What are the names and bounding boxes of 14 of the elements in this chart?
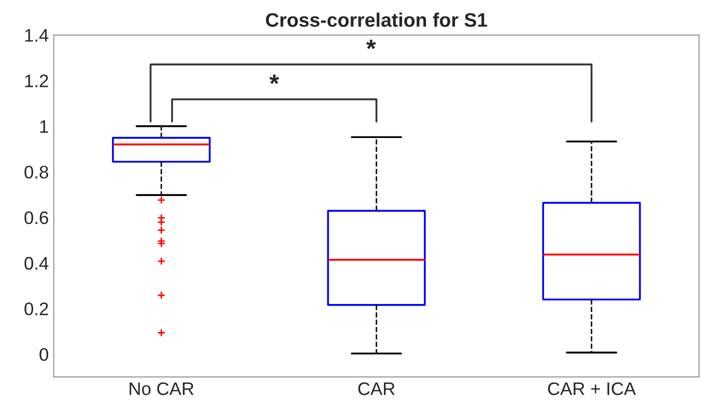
y-tick-label: 0.2 bbox=[24, 302, 48, 316]
annotation: * bbox=[366, 40, 376, 50]
x-tick-label: CAR + ICA bbox=[548, 382, 636, 396]
y-tick-label: 1 bbox=[40, 120, 48, 133]
x-tick-label: No CAR bbox=[130, 382, 194, 396]
y-tick-label: 1.2 bbox=[25, 74, 48, 88]
y-tick-label: 0.6 bbox=[24, 211, 48, 224]
x-tick-label: CAR bbox=[358, 382, 395, 396]
y-tick-label: 0 bbox=[40, 348, 48, 361]
chart-title: Cross-correlation for S1 bbox=[266, 12, 488, 27]
annotation: * bbox=[269, 74, 280, 84]
y-tick-label: 0.4 bbox=[24, 256, 48, 270]
y-tick-label: 1.4 bbox=[25, 29, 48, 42]
y-tick-label: 0.8 bbox=[24, 166, 48, 179]
